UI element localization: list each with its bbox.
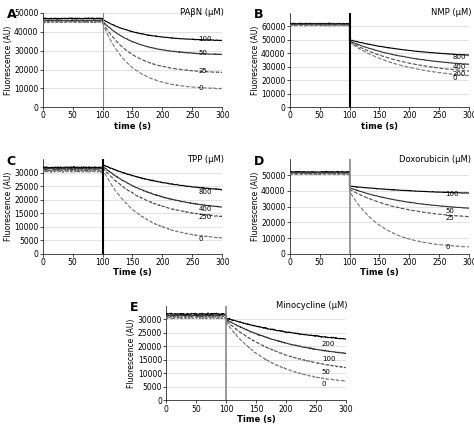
Text: 0: 0 (322, 381, 326, 387)
Text: 800: 800 (198, 189, 212, 195)
Text: Minocycline (μM): Minocycline (μM) (276, 301, 347, 310)
Text: A: A (7, 8, 17, 21)
Text: B: B (254, 8, 263, 21)
Text: 400: 400 (198, 206, 212, 212)
Text: Doxorubicin (μM): Doxorubicin (μM) (399, 155, 471, 164)
Text: 100: 100 (445, 191, 459, 197)
Text: D: D (254, 155, 264, 167)
Text: TPP (μM): TPP (μM) (187, 155, 224, 164)
Text: 0: 0 (453, 75, 457, 81)
Text: 50: 50 (198, 50, 207, 56)
Text: C: C (7, 155, 16, 167)
Text: 0: 0 (198, 236, 203, 242)
Y-axis label: Fluorescence (AU): Fluorescence (AU) (4, 26, 13, 95)
Text: 400: 400 (453, 64, 466, 70)
Text: 100: 100 (198, 36, 212, 42)
Y-axis label: Fluorescence (AU): Fluorescence (AU) (127, 319, 136, 388)
Text: 250: 250 (198, 214, 211, 220)
Text: 100: 100 (322, 356, 335, 362)
Y-axis label: Fluorescence (AU): Fluorescence (AU) (251, 172, 260, 241)
Y-axis label: Fluorescence (AU): Fluorescence (AU) (4, 172, 13, 241)
Text: 25: 25 (198, 69, 207, 75)
Y-axis label: Fluorescence (AU): Fluorescence (AU) (251, 26, 260, 95)
Text: 200: 200 (322, 341, 335, 347)
Text: 25: 25 (445, 216, 454, 222)
Text: 200: 200 (453, 71, 466, 77)
Text: NMP (μM): NMP (μM) (430, 8, 471, 17)
Text: 0: 0 (198, 85, 203, 91)
X-axis label: Time (s): Time (s) (113, 268, 152, 277)
Text: 50: 50 (445, 207, 454, 213)
X-axis label: time (s): time (s) (114, 122, 151, 131)
X-axis label: time (s): time (s) (361, 122, 398, 131)
Text: E: E (130, 301, 139, 314)
Text: 0: 0 (445, 244, 450, 250)
Text: 50: 50 (322, 369, 331, 375)
Text: PAβN (μM): PAβN (μM) (180, 8, 224, 17)
Text: 800: 800 (453, 54, 466, 60)
X-axis label: Time (s): Time (s) (360, 268, 399, 277)
X-axis label: Time (s): Time (s) (237, 415, 275, 424)
